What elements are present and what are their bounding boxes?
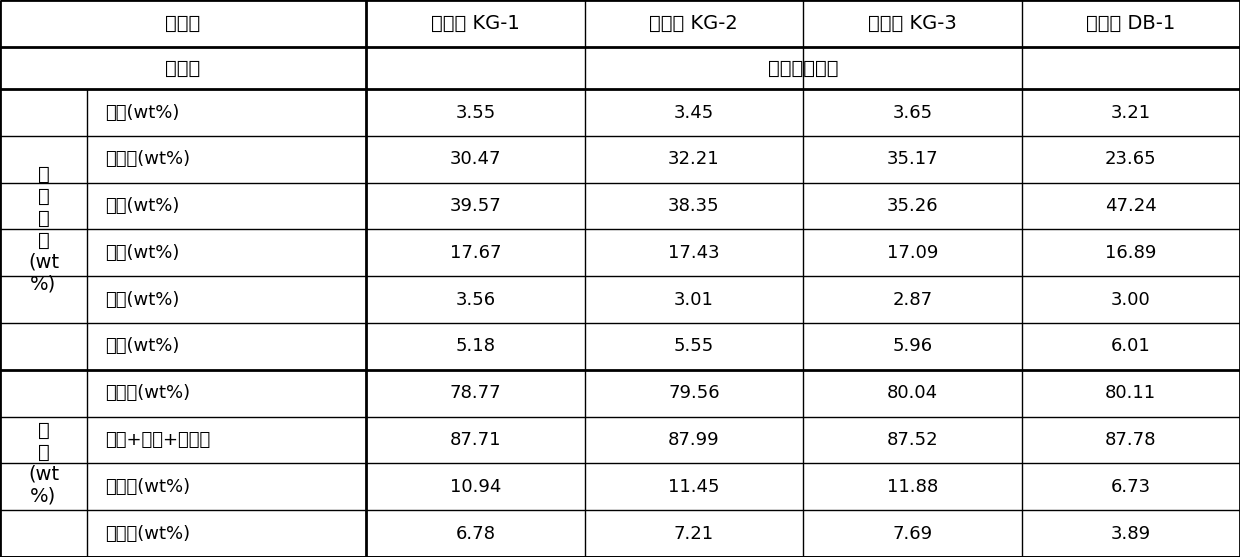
- Text: 78.77: 78.77: [450, 384, 501, 402]
- Text: 80.11: 80.11: [1105, 384, 1157, 402]
- Text: 32.21: 32.21: [668, 150, 719, 168]
- Text: 催化剂 KG-3: 催化剂 KG-3: [868, 14, 957, 33]
- Text: 异丁烯(wt%): 异丁烯(wt%): [105, 478, 191, 496]
- Text: 17.67: 17.67: [450, 244, 501, 262]
- Text: 3.01: 3.01: [673, 291, 714, 309]
- Text: 17.43: 17.43: [668, 244, 719, 262]
- Text: 3.89: 3.89: [1111, 525, 1151, 543]
- Text: 87.71: 87.71: [450, 431, 501, 449]
- Text: 催化剂 KG-2: 催化剂 KG-2: [650, 14, 738, 33]
- Text: 催化剂 DB-1: 催化剂 DB-1: [1086, 14, 1176, 33]
- Text: 3.21: 3.21: [1111, 104, 1151, 121]
- Text: 79.56: 79.56: [668, 384, 719, 402]
- Text: 汽油+柴油+液化气: 汽油+柴油+液化气: [105, 431, 211, 449]
- Text: 30.47: 30.47: [450, 150, 501, 168]
- Text: 23.65: 23.65: [1105, 150, 1157, 168]
- Text: 干气(wt%): 干气(wt%): [105, 104, 180, 121]
- Text: 原料油: 原料油: [165, 58, 201, 78]
- Text: 10.94: 10.94: [450, 478, 501, 496]
- Text: 异戊烯(wt%): 异戊烯(wt%): [105, 525, 191, 543]
- Text: 87.99: 87.99: [668, 431, 719, 449]
- Text: 催化剂: 催化剂: [165, 14, 201, 33]
- Text: 收
率
(wt
%): 收 率 (wt %): [27, 421, 60, 506]
- Text: 80.04: 80.04: [887, 384, 937, 402]
- Text: 3.45: 3.45: [673, 104, 714, 121]
- Text: 6.01: 6.01: [1111, 338, 1151, 355]
- Text: 5.18: 5.18: [455, 338, 496, 355]
- Text: 6.78: 6.78: [455, 525, 496, 543]
- Text: 5.55: 5.55: [673, 338, 714, 355]
- Text: 7.69: 7.69: [893, 525, 932, 543]
- Text: 39.57: 39.57: [450, 197, 501, 215]
- Text: 3.65: 3.65: [893, 104, 932, 121]
- Text: 汽油(wt%): 汽油(wt%): [105, 197, 180, 215]
- Text: 35.17: 35.17: [887, 150, 939, 168]
- Text: 11.88: 11.88: [887, 478, 937, 496]
- Text: 6.73: 6.73: [1111, 478, 1151, 496]
- Text: 11.45: 11.45: [668, 478, 719, 496]
- Text: 47.24: 47.24: [1105, 197, 1157, 215]
- Text: 3.00: 3.00: [1111, 291, 1151, 309]
- Text: 3.56: 3.56: [455, 291, 496, 309]
- Text: 重油(wt%): 重油(wt%): [105, 291, 180, 309]
- Text: 5.96: 5.96: [893, 338, 932, 355]
- Text: 3.55: 3.55: [455, 104, 496, 121]
- Text: 35.26: 35.26: [887, 197, 939, 215]
- Text: 液化气(wt%): 液化气(wt%): [105, 150, 191, 168]
- Text: 催化剂 KG-1: 催化剂 KG-1: [432, 14, 520, 33]
- Text: 产
物
分
布
(wt
%): 产 物 分 布 (wt %): [27, 165, 60, 294]
- Text: 87.78: 87.78: [1105, 431, 1157, 449]
- Text: 87.52: 87.52: [887, 431, 939, 449]
- Text: 某炼厂原料油: 某炼厂原料油: [768, 58, 838, 78]
- Text: 2.87: 2.87: [893, 291, 932, 309]
- Text: 38.35: 38.35: [668, 197, 719, 215]
- Text: 焦炭(wt%): 焦炭(wt%): [105, 338, 180, 355]
- Text: 柴油(wt%): 柴油(wt%): [105, 244, 180, 262]
- Text: 7.21: 7.21: [673, 525, 714, 543]
- Text: 转化率(wt%): 转化率(wt%): [105, 384, 191, 402]
- Text: 16.89: 16.89: [1105, 244, 1157, 262]
- Text: 17.09: 17.09: [887, 244, 937, 262]
